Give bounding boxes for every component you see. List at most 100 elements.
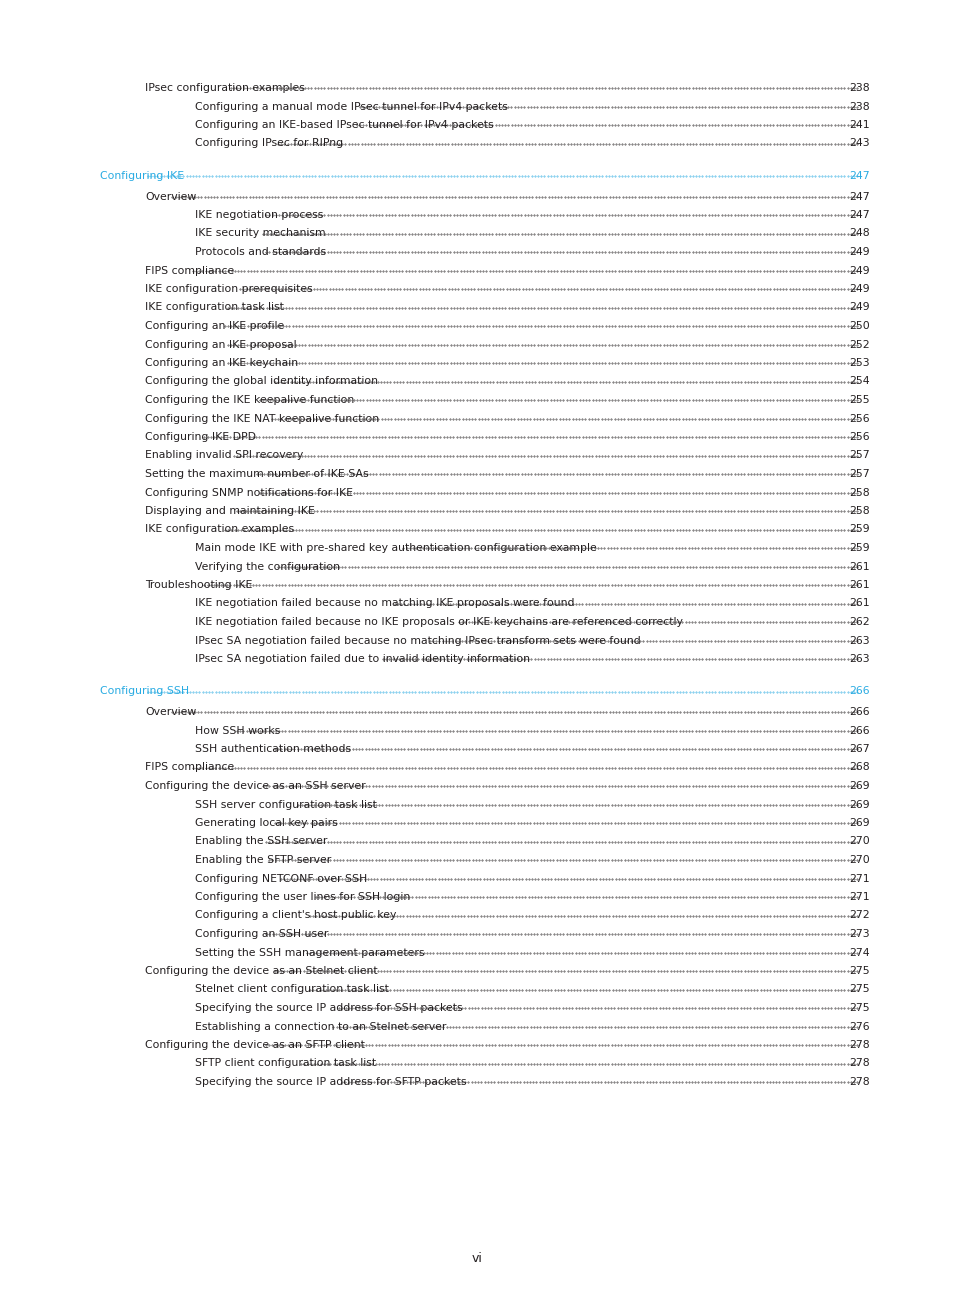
Text: Configuring an IKE-based IPsec tunnel for IPv4 packets: Configuring an IKE-based IPsec tunnel fo…: [194, 121, 493, 130]
Text: 238: 238: [848, 101, 869, 111]
Text: Configuring SSH: Configuring SSH: [100, 687, 189, 696]
Text: Enabling invalid SPI recovery: Enabling invalid SPI recovery: [145, 451, 303, 460]
Text: 278: 278: [848, 1077, 869, 1087]
Text: Stelnet client configuration task list: Stelnet client configuration task list: [194, 985, 389, 994]
Text: 278: 278: [848, 1059, 869, 1068]
Text: Configuring SNMP notifications for IKE: Configuring SNMP notifications for IKE: [145, 487, 353, 498]
Text: 261: 261: [848, 599, 869, 609]
Text: Troubleshooting IKE: Troubleshooting IKE: [145, 581, 253, 590]
Text: 253: 253: [848, 358, 869, 368]
Text: 266: 266: [848, 708, 869, 717]
Text: 255: 255: [848, 395, 869, 404]
Text: 278: 278: [848, 1039, 869, 1050]
Text: Establishing a connection to an Stelnet server: Establishing a connection to an Stelnet …: [194, 1021, 446, 1032]
Text: Configuring a client's host public key: Configuring a client's host public key: [194, 911, 395, 920]
Text: 268: 268: [848, 762, 869, 772]
Text: Configuring IPsec for RIPng: Configuring IPsec for RIPng: [194, 139, 343, 149]
Text: Setting the SSH management parameters: Setting the SSH management parameters: [194, 947, 424, 958]
Text: Enabling the SFTP server: Enabling the SFTP server: [194, 855, 331, 864]
Text: Configuring an SSH user: Configuring an SSH user: [194, 929, 328, 940]
Text: IPsec SA negotiation failed due to invalid identity information: IPsec SA negotiation failed due to inval…: [194, 654, 530, 664]
Text: 269: 269: [848, 800, 869, 810]
Text: Configuring a manual mode IPsec tunnel for IPv4 packets: Configuring a manual mode IPsec tunnel f…: [194, 101, 507, 111]
Text: 271: 271: [848, 892, 869, 902]
Text: Configuring the global identity information: Configuring the global identity informat…: [145, 377, 377, 386]
Text: 263: 263: [848, 635, 869, 645]
Text: 275: 275: [848, 966, 869, 976]
Text: vi: vi: [471, 1252, 482, 1265]
Text: Configuring the user lines for SSH login: Configuring the user lines for SSH login: [194, 892, 410, 902]
Text: 272: 272: [848, 911, 869, 920]
Text: How SSH works: How SSH works: [194, 726, 280, 736]
Text: 270: 270: [848, 855, 869, 864]
Text: Enabling the SSH server: Enabling the SSH server: [194, 836, 327, 846]
Text: 259: 259: [848, 543, 869, 553]
Text: Configuring the device as an SSH server: Configuring the device as an SSH server: [145, 781, 365, 791]
Text: IKE negotiation process: IKE negotiation process: [194, 210, 323, 220]
Text: IKE security mechanism: IKE security mechanism: [194, 228, 325, 238]
Text: 252: 252: [848, 340, 869, 350]
Text: Configuring an IKE keychain: Configuring an IKE keychain: [145, 358, 297, 368]
Text: 275: 275: [848, 985, 869, 994]
Text: 270: 270: [848, 836, 869, 846]
Text: 274: 274: [848, 947, 869, 958]
Text: SSH authentication methods: SSH authentication methods: [194, 744, 351, 754]
Text: 262: 262: [848, 617, 869, 627]
Text: 241: 241: [848, 121, 869, 130]
Text: Configuring NETCONF over SSH: Configuring NETCONF over SSH: [194, 874, 367, 884]
Text: 261: 261: [848, 561, 869, 572]
Text: 249: 249: [848, 248, 869, 257]
Text: Displaying and maintaining IKE: Displaying and maintaining IKE: [145, 505, 314, 516]
Text: 267: 267: [848, 744, 869, 754]
Text: 249: 249: [848, 284, 869, 294]
Text: 238: 238: [848, 83, 869, 93]
Text: Configuring the device as an SFTP client: Configuring the device as an SFTP client: [145, 1039, 364, 1050]
Text: IKE configuration examples: IKE configuration examples: [145, 525, 294, 534]
Text: IKE configuration prerequisites: IKE configuration prerequisites: [145, 284, 313, 294]
Text: 249: 249: [848, 266, 869, 276]
Text: Configuring the IKE keepalive function: Configuring the IKE keepalive function: [145, 395, 354, 404]
Text: IKE negotiation failed because no IKE proposals or IKE keychains are referenced : IKE negotiation failed because no IKE pr…: [194, 617, 682, 627]
Text: 275: 275: [848, 1003, 869, 1013]
Text: Configuring IKE DPD: Configuring IKE DPD: [145, 432, 255, 442]
Text: 249: 249: [848, 302, 869, 312]
Text: FIPS compliance: FIPS compliance: [145, 266, 234, 276]
Text: 247: 247: [848, 210, 869, 220]
Text: Main mode IKE with pre-shared key authentication configuration example: Main mode IKE with pre-shared key authen…: [194, 543, 597, 553]
Text: 259: 259: [848, 525, 869, 534]
Text: Specifying the source IP address for SFTP packets: Specifying the source IP address for SFT…: [194, 1077, 466, 1087]
Text: 269: 269: [848, 818, 869, 828]
Text: IPsec SA negotiation failed because no matching IPsec transform sets were found: IPsec SA negotiation failed because no m…: [194, 635, 640, 645]
Text: Configuring the IKE NAT keepalive function: Configuring the IKE NAT keepalive functi…: [145, 413, 378, 424]
Text: Overview: Overview: [145, 708, 196, 717]
Text: 256: 256: [848, 413, 869, 424]
Text: 247: 247: [848, 171, 869, 181]
Text: 266: 266: [848, 687, 869, 696]
Text: Specifying the source IP address for SSH packets: Specifying the source IP address for SSH…: [194, 1003, 462, 1013]
Text: 269: 269: [848, 781, 869, 791]
Text: 250: 250: [848, 321, 869, 330]
Text: 261: 261: [848, 581, 869, 590]
Text: Setting the maximum number of IKE SAs: Setting the maximum number of IKE SAs: [145, 469, 368, 480]
Text: SSH server configuration task list: SSH server configuration task list: [194, 800, 376, 810]
Text: 247: 247: [848, 192, 869, 201]
Text: 257: 257: [848, 451, 869, 460]
Text: Configuring an IKE proposal: Configuring an IKE proposal: [145, 340, 296, 350]
Text: Configuring an IKE profile: Configuring an IKE profile: [145, 321, 284, 330]
Text: 263: 263: [848, 654, 869, 664]
Text: Configuring IKE: Configuring IKE: [100, 171, 184, 181]
Text: 266: 266: [848, 726, 869, 736]
Text: Configuring the device as an Stelnet client: Configuring the device as an Stelnet cli…: [145, 966, 377, 976]
Text: 243: 243: [848, 139, 869, 149]
Text: 257: 257: [848, 469, 869, 480]
Text: IKE negotiation failed because no matching IKE proposals were found: IKE negotiation failed because no matchi…: [194, 599, 574, 609]
Text: 273: 273: [848, 929, 869, 940]
Text: 248: 248: [848, 228, 869, 238]
Text: 271: 271: [848, 874, 869, 884]
Text: Verifying the configuration: Verifying the configuration: [194, 561, 339, 572]
Text: 256: 256: [848, 432, 869, 442]
Text: Protocols and standards: Protocols and standards: [194, 248, 326, 257]
Text: FIPS compliance: FIPS compliance: [145, 762, 234, 772]
Text: IKE configuration task list: IKE configuration task list: [145, 302, 284, 312]
Text: IPsec configuration examples: IPsec configuration examples: [145, 83, 305, 93]
